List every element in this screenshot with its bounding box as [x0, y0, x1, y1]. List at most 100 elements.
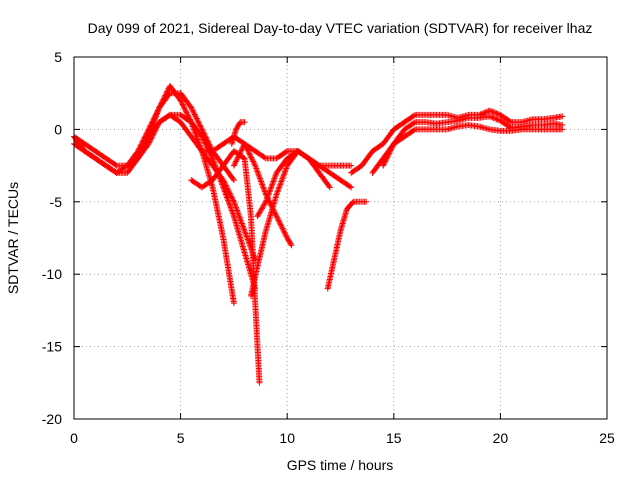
data-point: [282, 230, 289, 237]
data-point: [288, 242, 295, 249]
data-point: [163, 89, 170, 96]
data-point: [559, 126, 566, 133]
data-point: [266, 190, 273, 197]
data-point: [242, 142, 249, 149]
data-point: [185, 113, 192, 120]
data-point: [486, 107, 493, 114]
data-point: [150, 130, 157, 137]
data-point: [279, 225, 286, 232]
data-point: [146, 139, 153, 146]
data-point: [236, 214, 243, 221]
data-point: [151, 128, 158, 135]
data-point: [258, 179, 265, 186]
data-point: [260, 184, 267, 191]
data-point: [149, 123, 156, 130]
data-point: [268, 184, 275, 191]
data-point: [489, 114, 496, 121]
data-point: [232, 159, 239, 166]
data-point: [146, 130, 153, 137]
y-tick-label: 0: [54, 121, 62, 137]
data-point: [255, 171, 262, 178]
data-point: [242, 230, 249, 237]
data-point: [276, 184, 283, 191]
data-point: [232, 158, 239, 165]
data-point: [248, 155, 255, 162]
data-point: [270, 178, 277, 185]
data-point: [250, 159, 257, 166]
data-point: [190, 108, 197, 115]
data-point: [156, 103, 163, 110]
data-point: [152, 114, 159, 121]
data-point: [279, 175, 286, 182]
data-point: [230, 177, 237, 184]
data-point: [254, 169, 261, 176]
x-tick-label: 20: [493, 430, 509, 446]
data-point: [152, 116, 159, 123]
data-point: [220, 177, 227, 184]
data-point: [265, 193, 272, 200]
data-point: [506, 118, 513, 125]
data-point: [196, 120, 203, 127]
data-point: [283, 233, 290, 240]
data-point: [346, 183, 353, 190]
data-point: [243, 232, 250, 239]
data-point: [238, 219, 245, 226]
data-point: [265, 191, 272, 198]
data-point: [488, 108, 495, 115]
data-point: [228, 193, 235, 200]
data-point: [178, 100, 185, 107]
data-point: [227, 204, 234, 211]
data-point: [236, 151, 243, 158]
data-point: [275, 217, 282, 224]
data-point: [188, 104, 195, 111]
data-point: [276, 220, 283, 227]
data-point: [196, 142, 203, 149]
data-point: [278, 177, 285, 184]
data-point: [253, 166, 260, 173]
data-point: [274, 215, 281, 222]
data-point: [496, 117, 503, 124]
data-point: [181, 105, 188, 112]
data-point: [380, 162, 387, 169]
data-point: [151, 117, 158, 124]
data-point: [145, 140, 152, 147]
data-point: [486, 113, 493, 120]
data-point: [155, 106, 162, 113]
data-point: [149, 122, 156, 129]
plot-frame: [73, 56, 608, 420]
data-point: [195, 119, 202, 126]
data-point: [382, 158, 389, 165]
chart-title: Day 099 of 2021, Sidereal Day-to-day VTE…: [88, 20, 593, 36]
data-point: [198, 133, 205, 140]
data-point: [225, 197, 232, 204]
data-point: [186, 116, 193, 123]
data-point: [228, 206, 235, 213]
data-point: [231, 200, 238, 207]
data-point: [242, 229, 249, 236]
data-point: [193, 115, 200, 122]
data-point: [249, 157, 256, 164]
data-point: [231, 201, 238, 208]
data-point: [190, 110, 197, 117]
data-point: [179, 101, 186, 108]
data-point: [191, 129, 198, 136]
data-point: [147, 136, 154, 143]
data-point: [220, 178, 227, 185]
data-point: [287, 241, 294, 248]
data-point: [192, 112, 199, 119]
data-point: [348, 184, 355, 191]
data-point: [177, 97, 184, 104]
data-point: [158, 100, 165, 107]
data-point: [152, 127, 159, 134]
data-point: [232, 203, 239, 210]
data-point: [326, 184, 333, 191]
data-point: [246, 150, 253, 157]
data-point: [277, 179, 284, 186]
data-point: [227, 192, 234, 199]
series-pass-12: [348, 107, 566, 176]
data-point: [240, 224, 247, 231]
data-point: [180, 104, 187, 111]
data-point: [257, 175, 264, 182]
data-point: [272, 172, 279, 179]
